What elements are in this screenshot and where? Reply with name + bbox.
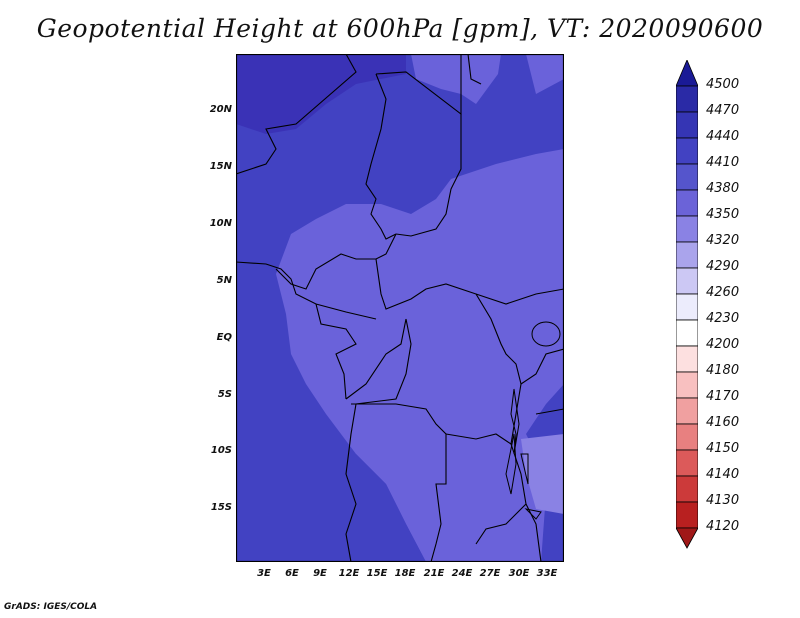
colorbar-level-label: 4350	[706, 207, 740, 222]
colorbar-level-label: 4120	[706, 519, 740, 534]
lat-label: 10N	[209, 218, 232, 229]
colorbar-level-label: 4440	[706, 129, 740, 144]
field-ne-light	[411, 54, 501, 104]
grads-credit: GrADS: IGES/COLA	[4, 602, 98, 612]
colorbar-level-label: 4410	[706, 155, 740, 170]
map-frame	[236, 54, 564, 562]
field-east-light	[521, 434, 564, 514]
field-ne-light2	[526, 54, 564, 94]
colorbar-level-label: 4160	[706, 415, 740, 430]
colorbar-level-label: 4290	[706, 259, 740, 274]
field-north-dark	[236, 54, 406, 134]
colorbar-level-label: 4200	[706, 337, 740, 352]
colorbar-cap-top	[676, 60, 698, 87]
lon-label: 18E	[394, 568, 416, 579]
lat-label: 15N	[209, 161, 232, 172]
lon-label: 33E	[536, 568, 558, 579]
lon-label: 12E	[338, 568, 360, 579]
colorbar	[676, 60, 698, 549]
colorbar-level-label: 4130	[706, 493, 740, 508]
colorbar-cell	[676, 319, 698, 347]
colorbar-cell	[676, 345, 698, 373]
lat-label: EQ	[216, 332, 232, 343]
lat-label: 15S	[210, 502, 232, 513]
colorbar-cell	[676, 423, 698, 451]
lon-label: 3E	[257, 568, 271, 579]
colorbar-level-label: 4470	[706, 103, 740, 118]
colorbar-level-label: 4320	[706, 233, 740, 248]
colorbar-cap-bottom	[676, 527, 698, 549]
colorbar-cell	[676, 449, 698, 477]
colorbar-cell	[676, 267, 698, 295]
colorbar-cell	[676, 85, 698, 113]
lat-label: 5N	[216, 275, 232, 286]
colorbar-cell	[676, 293, 698, 321]
colorbar-level-label: 4260	[706, 285, 740, 300]
field-sw-dark	[336, 454, 426, 562]
field-central-light	[276, 149, 564, 562]
colorbar-cell	[676, 111, 698, 139]
colorbar-cell	[676, 397, 698, 425]
lat-label: 10S	[210, 445, 232, 456]
colorbar-level-label: 4170	[706, 389, 740, 404]
colorbar-cell	[676, 163, 698, 191]
colorbar-cell	[676, 215, 698, 243]
colorbar-cell	[676, 501, 698, 529]
colorbar-cell	[676, 371, 698, 399]
colorbar-cell	[676, 189, 698, 217]
colorbar-cell	[676, 137, 698, 165]
colorbar-level-label: 4140	[706, 467, 740, 482]
colorbar-level-label: 4500	[706, 77, 740, 92]
colorbar-cell	[676, 475, 698, 503]
colorbar-level-label: 4230	[706, 311, 740, 326]
map-title: Geopotential Height at 600hPa [gpm], VT:…	[36, 14, 764, 43]
lat-label: 5S	[217, 389, 232, 400]
lon-label: 27E	[479, 568, 501, 579]
lon-label: 6E	[285, 568, 299, 579]
lon-label: 21E	[423, 568, 445, 579]
lat-label: 20N	[209, 104, 232, 115]
lon-label: 9E	[313, 568, 327, 579]
lon-label: 30E	[508, 568, 530, 579]
colorbar-cell	[676, 241, 698, 269]
colorbar-level-label: 4180	[706, 363, 740, 378]
lon-label: 24E	[451, 568, 473, 579]
colorbar-level-label: 4150	[706, 441, 740, 456]
lon-label: 15E	[366, 568, 388, 579]
geopotential-map	[236, 54, 564, 562]
colorbar-level-label: 4380	[706, 181, 740, 196]
lakes	[505, 321, 561, 520]
